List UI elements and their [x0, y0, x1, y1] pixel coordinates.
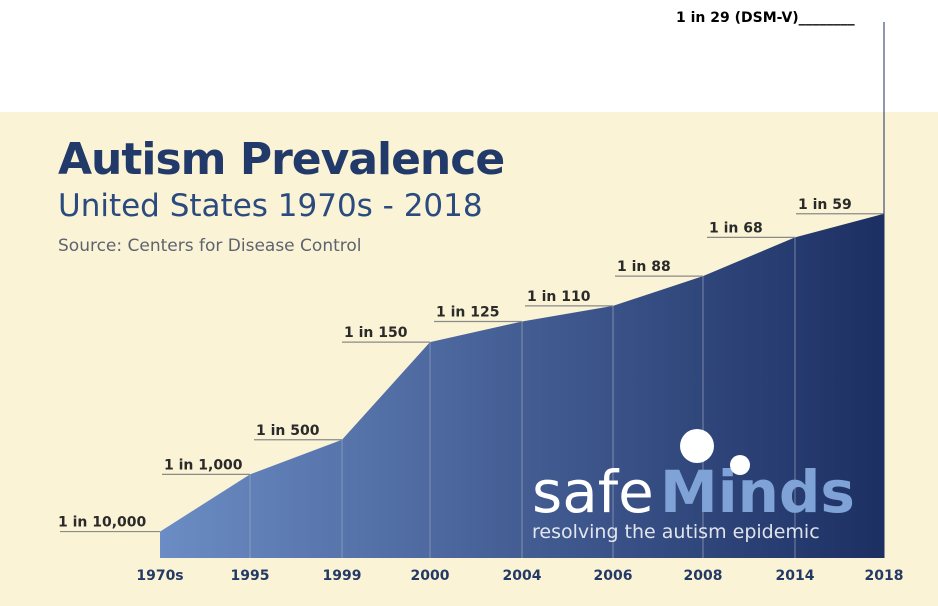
logo-dot-small-icon	[730, 455, 750, 475]
x-tick-label: 2008	[684, 568, 723, 584]
logo-word-minds: Minds	[660, 458, 855, 526]
logo-dot-large-icon	[680, 429, 714, 463]
chart-subtitle: United States 1970s - 2018	[58, 188, 483, 224]
x-tick-label: 1995	[231, 568, 270, 584]
logo-word-safe: safe	[532, 458, 654, 526]
chart-title: Autism Prevalence	[58, 134, 505, 185]
data-label: 1 in 110	[527, 289, 591, 305]
data-label: 1 in 10,000	[58, 515, 147, 531]
title-block: Autism Prevalence United States 1970s - …	[58, 132, 505, 260]
x-tick-label: 1999	[323, 568, 362, 584]
x-tick-label: 2006	[594, 568, 633, 584]
logo-tagline: resolving the autism epidemic	[532, 521, 820, 543]
data-label: 1 in 59	[798, 197, 852, 213]
safeminds-logo: safe Minds resolving the autism epidemic	[532, 429, 855, 543]
data-label: 1 in 1,000	[164, 457, 243, 473]
x-tick-label: 2014	[776, 568, 815, 584]
data-label: 1 in 68	[709, 220, 763, 236]
x-axis-ticks: 1970s 1995 1999 2000 2004 2006 2008 2014 2018	[136, 568, 903, 584]
data-label: 1 in 88	[617, 259, 671, 275]
x-tick-label: 1970s	[136, 568, 183, 584]
chart-source: Source: Centers for Disease Control	[58, 236, 362, 256]
x-tick-label: 2018	[865, 568, 904, 584]
data-labels: 1 in 10,000 1 in 1,000 1 in 500 1 in 150 1 i…	[58, 197, 852, 531]
x-tick-label: 2004	[503, 568, 542, 584]
data-label: 1 in 125	[436, 305, 499, 321]
x-tick-label: 2000	[411, 568, 450, 584]
guide-lines	[60, 22, 885, 558]
data-label: 1 in 500	[256, 423, 320, 439]
top-annotation: 1 in 29 (DSM-V)________	[676, 10, 855, 26]
data-label: 1 in 150	[344, 325, 408, 341]
